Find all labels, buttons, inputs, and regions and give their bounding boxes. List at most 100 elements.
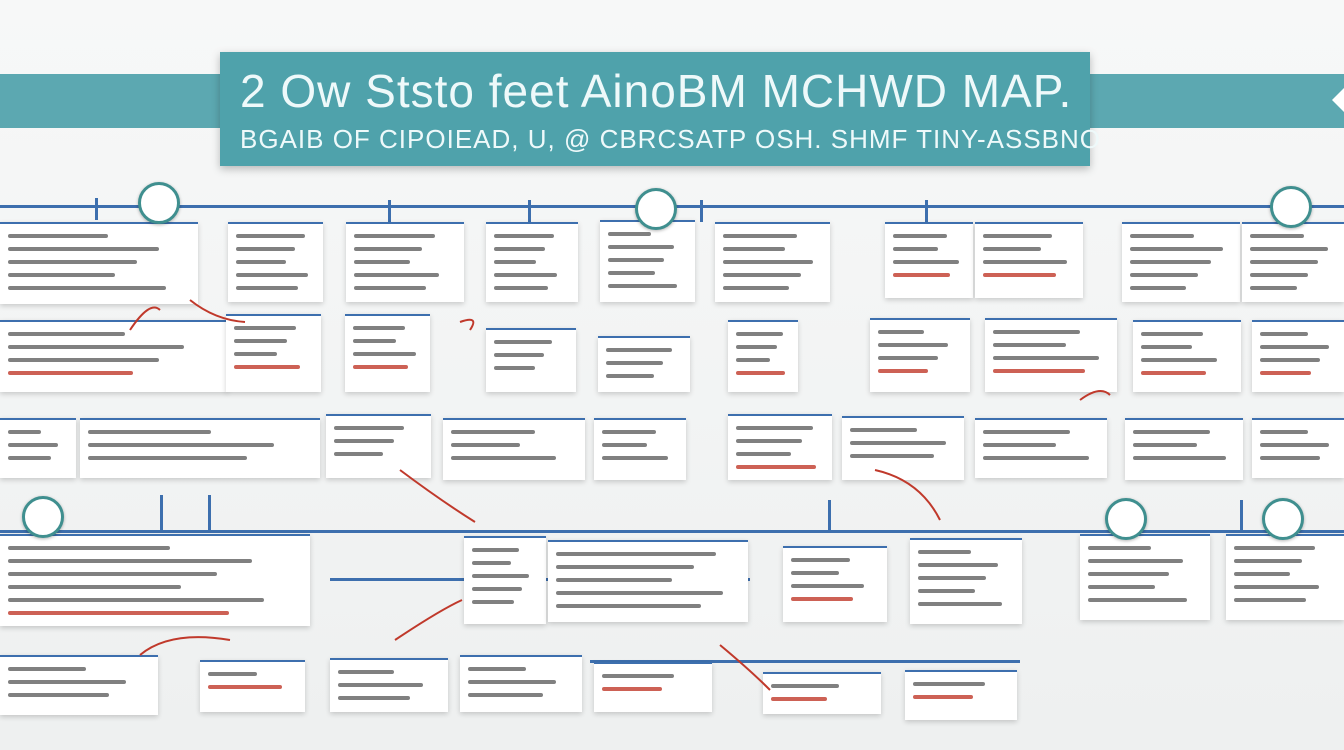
card-text-line — [338, 670, 395, 674]
card-text-line — [918, 563, 998, 567]
card-text-line — [468, 667, 527, 671]
card — [715, 222, 830, 302]
card-text-line — [1260, 443, 1330, 447]
card-text-line — [234, 365, 300, 369]
card-text-line — [88, 443, 274, 447]
card-text-line — [556, 604, 702, 608]
card-text-line — [353, 365, 408, 369]
card-text-line — [918, 550, 971, 554]
flow-arrow — [719, 644, 771, 691]
card-text-line — [354, 247, 423, 251]
card — [870, 318, 970, 392]
flow-arrow — [459, 318, 475, 331]
card-text-line — [993, 343, 1067, 347]
card — [598, 336, 690, 392]
card-text-line — [494, 247, 545, 251]
card-text-line — [494, 260, 536, 264]
card-text-line — [8, 572, 217, 576]
card-text-line — [606, 361, 663, 365]
card-text-line — [918, 576, 987, 580]
card-text-line — [494, 366, 535, 370]
card-text-line — [8, 273, 116, 277]
card-text-line — [468, 680, 556, 684]
title-banner: 2 Ow Ststo feet AinoBM MCHWD MAP. BGAIB … — [220, 52, 1100, 166]
card-text-line — [472, 587, 522, 591]
card-text-line — [353, 326, 405, 330]
card-text-line — [602, 430, 656, 434]
card-text-line — [334, 426, 405, 430]
card-text-line — [791, 584, 865, 588]
card-text-line — [723, 286, 790, 290]
card — [486, 328, 576, 392]
card-text-line — [850, 454, 934, 458]
card-text-line — [556, 565, 694, 569]
flow-arrow — [189, 299, 246, 323]
card-text-line — [608, 284, 677, 288]
card-text-line — [1260, 456, 1321, 460]
card — [200, 660, 305, 712]
card — [783, 546, 887, 622]
card-text-line — [608, 271, 655, 275]
card-text-line — [8, 247, 160, 251]
card-text-line — [983, 456, 1089, 460]
card-text-line — [8, 234, 109, 238]
card — [1122, 222, 1240, 302]
card-text-line — [983, 247, 1041, 251]
card-text-line — [1234, 546, 1315, 550]
card-text-line — [723, 234, 798, 238]
card-text-line — [1088, 546, 1151, 550]
stage-node-icon — [1105, 498, 1147, 540]
card — [905, 670, 1017, 720]
card-text-line — [993, 330, 1080, 334]
card-text-line — [918, 602, 1002, 606]
card-text-line — [1260, 358, 1321, 362]
card-text-line — [1141, 332, 1203, 336]
card — [464, 536, 546, 624]
card-text-line — [338, 683, 423, 687]
stage-node-icon — [635, 188, 677, 230]
card-text-line — [236, 260, 286, 264]
card — [0, 655, 158, 715]
connector-line — [828, 500, 831, 530]
card-text-line — [1130, 273, 1199, 277]
card-text-line — [8, 598, 264, 602]
card-text-line — [606, 374, 654, 378]
card-text-line — [354, 260, 411, 264]
card-text-line — [556, 552, 717, 556]
card — [0, 222, 198, 304]
connector-line — [160, 495, 163, 530]
card-text-line — [736, 358, 771, 362]
card-text-line — [983, 443, 1057, 447]
connector-line — [925, 200, 928, 222]
flow-arrow — [129, 306, 161, 331]
card-text-line — [983, 430, 1070, 434]
card-text-line — [451, 430, 536, 434]
card — [226, 314, 321, 392]
card-text-line — [8, 680, 126, 684]
card-text-line — [472, 600, 514, 604]
card-text-line — [494, 286, 548, 290]
card — [842, 416, 964, 480]
card-text-line — [993, 369, 1085, 373]
card-text-line — [878, 369, 928, 373]
card-text-line — [608, 232, 652, 236]
card-text-line — [208, 685, 282, 689]
card-text-line — [1141, 345, 1192, 349]
connector-line — [388, 200, 391, 222]
card-text-line — [736, 332, 783, 336]
card-text-line — [88, 430, 212, 434]
card-text-line — [556, 591, 724, 595]
card-text-line — [208, 672, 257, 676]
card-text-line — [354, 273, 439, 277]
card-text-line — [1133, 443, 1198, 447]
card-text-line — [723, 247, 786, 251]
card-text-line — [8, 456, 51, 460]
page-title: 2 Ow Ststo feet AinoBM MCHWD MAP. — [240, 65, 1073, 117]
card — [80, 418, 320, 478]
card-text-line — [878, 356, 938, 360]
card-text-line — [494, 340, 553, 344]
card — [0, 418, 76, 478]
card-text-line — [913, 682, 985, 686]
card-text-line — [236, 286, 299, 290]
